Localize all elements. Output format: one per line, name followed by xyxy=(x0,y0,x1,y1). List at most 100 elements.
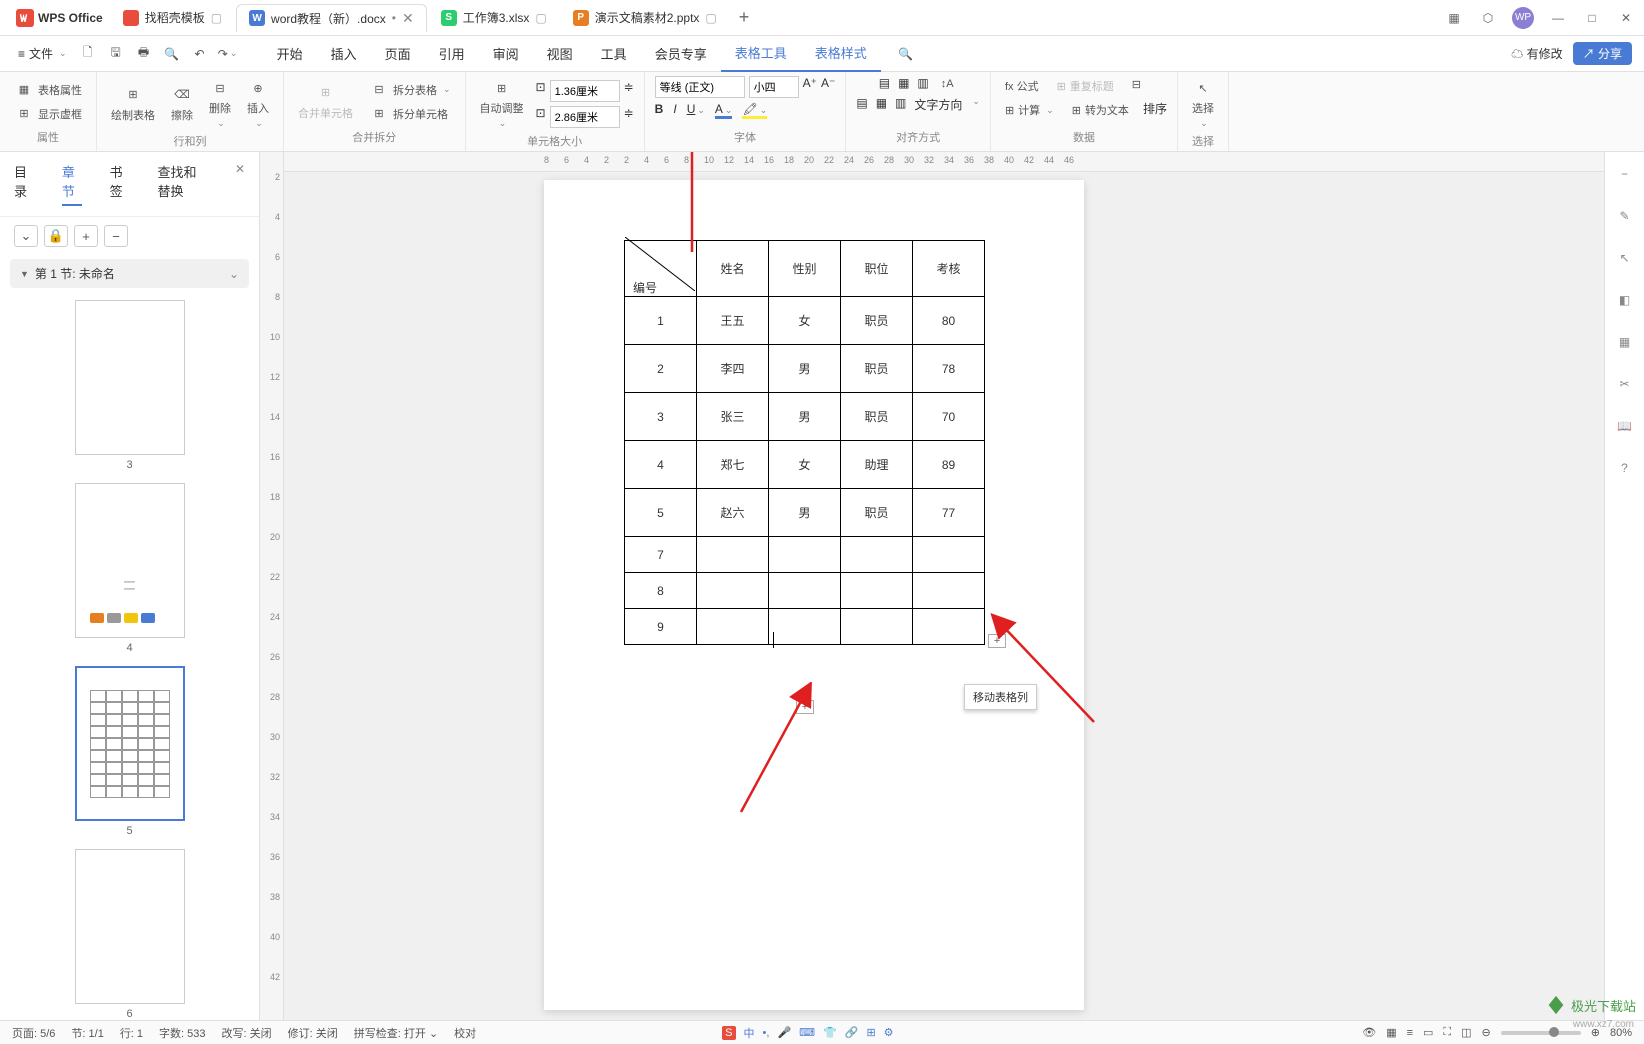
nav-close-button[interactable]: ✕ xyxy=(235,162,245,206)
table-cell[interactable] xyxy=(697,537,769,573)
table-cell[interactable]: 女 xyxy=(769,297,841,345)
draw-table-button[interactable]: ⊞绘制表格 xyxy=(107,83,159,125)
search-icon[interactable]: 🔍 xyxy=(893,41,919,67)
menu-页面[interactable]: 页面 xyxy=(371,36,425,72)
view-print-icon[interactable]: ▦ xyxy=(1386,1026,1396,1039)
view-split-icon[interactable]: ◫ xyxy=(1461,1026,1471,1039)
rail-help-icon[interactable]: ? xyxy=(1615,458,1635,478)
document-tab[interactable]: P演示文稿素材2.pptx▢ xyxy=(561,4,729,32)
table-cell[interactable]: 8 xyxy=(625,573,697,609)
table-cell[interactable]: 助理 xyxy=(841,441,913,489)
menu-工具[interactable]: 工具 xyxy=(587,36,641,72)
font-family-input[interactable] xyxy=(655,76,745,98)
view-read-icon[interactable]: 👁 xyxy=(1362,1026,1376,1039)
tab-window-icon[interactable]: ▢ xyxy=(705,11,716,25)
table-cell[interactable]: 职员 xyxy=(841,393,913,441)
thumbnail[interactable]: 3 xyxy=(0,300,259,471)
add-column-button[interactable]: + xyxy=(988,634,1006,648)
ime-cn-icon[interactable]: 中 xyxy=(744,1025,755,1041)
ime-mic-icon[interactable]: 🎤 xyxy=(777,1026,791,1039)
table-header-cell[interactable]: 编号 xyxy=(625,241,697,297)
bold-button[interactable]: B xyxy=(655,102,664,119)
zoom-slider[interactable] xyxy=(1501,1031,1581,1035)
table-cell[interactable]: 9 xyxy=(625,609,697,645)
table-cell[interactable] xyxy=(697,609,769,645)
status-page[interactable]: 页面: 5/6 xyxy=(12,1025,55,1041)
align-bl-icon[interactable]: ▤ xyxy=(856,96,867,113)
align-br-icon[interactable]: ▥ xyxy=(895,96,906,113)
table-cell[interactable]: 89 xyxy=(913,441,985,489)
italic-button[interactable]: I xyxy=(673,102,676,119)
font-color-button[interactable]: A⌄ xyxy=(715,102,733,119)
split-table-button[interactable]: ⊟拆分表格⌄ xyxy=(365,78,455,102)
table-properties-button[interactable]: ▦表格属性 xyxy=(10,78,86,102)
table-cell[interactable] xyxy=(913,609,985,645)
table-header-cell[interactable]: 考核 xyxy=(913,241,985,297)
preview-icon[interactable]: 🔍 xyxy=(159,41,185,67)
table-cell[interactable]: 职员 xyxy=(841,489,913,537)
align-tc-icon[interactable]: ▦ xyxy=(898,76,909,92)
nav-section[interactable]: 第 1 节: 未命名 xyxy=(10,259,249,288)
increase-font-icon[interactable]: A⁺ xyxy=(803,76,817,98)
document-tab[interactable]: 找稻壳模板▢ xyxy=(111,4,234,32)
decrease-font-icon[interactable]: A⁻ xyxy=(821,76,835,98)
grid-icon[interactable]: ▦ xyxy=(1444,8,1464,28)
table-cell[interactable] xyxy=(913,537,985,573)
nav-tab-查找和替换[interactable]: 查找和替换 xyxy=(157,162,207,206)
avatar[interactable]: WP xyxy=(1512,7,1534,29)
save-icon[interactable]: 🖫 xyxy=(103,41,129,67)
table-cell[interactable]: 78 xyxy=(913,345,985,393)
ime-shirt-icon[interactable]: 👕 xyxy=(823,1026,837,1039)
document-table[interactable]: 编号姓名性别职位考核1王五女职员802李四男职员783张三男职员704郑七女助理… xyxy=(624,240,985,645)
align-bc-icon[interactable]: ▦ xyxy=(876,96,887,113)
view-outline-icon[interactable]: ≡ xyxy=(1407,1027,1413,1039)
table-cell[interactable]: 4 xyxy=(625,441,697,489)
menu-表格样式[interactable]: 表格样式 xyxy=(801,36,881,72)
tab-window-icon[interactable]: ▢ xyxy=(535,11,546,25)
document-tab[interactable]: S工作簿3.xlsx▢ xyxy=(429,4,559,32)
menu-表格工具[interactable]: 表格工具 xyxy=(721,36,801,72)
cube-icon[interactable]: ⬡ xyxy=(1478,8,1498,28)
table-cell[interactable]: 女 xyxy=(769,441,841,489)
redo-icon[interactable]: ↷⌄ xyxy=(215,41,241,67)
ime-gear-icon[interactable]: ⚙ xyxy=(884,1026,894,1039)
ime-grid-icon[interactable]: ⊞ xyxy=(866,1026,875,1039)
table-header-cell[interactable]: 姓名 xyxy=(697,241,769,297)
underline-button[interactable]: U⌄ xyxy=(687,102,705,119)
menu-开始[interactable]: 开始 xyxy=(263,36,317,72)
rail-pen-icon[interactable]: ✎ xyxy=(1615,206,1635,226)
text-direction-button[interactable]: ↕A xyxy=(937,76,958,92)
col-width-input[interactable] xyxy=(550,106,620,128)
table-cell[interactable]: 职员 xyxy=(841,297,913,345)
add-row-button[interactable]: + xyxy=(796,700,814,714)
table-cell[interactable]: 郑七 xyxy=(697,441,769,489)
table-cell[interactable]: 70 xyxy=(913,393,985,441)
formula-button[interactable]: fx 公式 xyxy=(1001,76,1043,96)
table-cell[interactable]: 80 xyxy=(913,297,985,345)
merge-cells-button[interactable]: ⊞合并单元格 xyxy=(294,81,357,123)
rail-book-icon[interactable]: 📖 xyxy=(1615,416,1635,436)
nav-collapse-button[interactable]: ⌄ xyxy=(14,225,38,247)
status-proof[interactable]: 校对 xyxy=(454,1025,476,1041)
table-cell[interactable] xyxy=(913,573,985,609)
table-cell[interactable]: 王五 xyxy=(697,297,769,345)
rail-cursor-icon[interactable]: ↖ xyxy=(1615,248,1635,268)
nav-add-button[interactable]: + xyxy=(74,225,98,247)
status-words[interactable]: 字数: 533 xyxy=(159,1025,205,1041)
to-text-button[interactable]: ⊞ 转为文本 xyxy=(1068,100,1133,120)
rail-shapes-icon[interactable]: ▦ xyxy=(1615,332,1635,352)
table-cell[interactable]: 5 xyxy=(625,489,697,537)
nav-remove-button[interactable]: − xyxy=(104,225,128,247)
select-button[interactable]: ↖选择⌄ xyxy=(1188,76,1218,131)
table-header-cell[interactable]: 性别 xyxy=(769,241,841,297)
menu-会员专享[interactable]: 会员专享 xyxy=(641,36,721,72)
row-height-input[interactable] xyxy=(550,80,620,102)
table-cell[interactable]: 男 xyxy=(769,489,841,537)
table-cell[interactable]: 3 xyxy=(625,393,697,441)
table-cell[interactable]: 李四 xyxy=(697,345,769,393)
table-cell[interactable] xyxy=(769,537,841,573)
file-menu[interactable]: ≡文件⌄ xyxy=(12,45,73,62)
table-cell[interactable]: 77 xyxy=(913,489,985,537)
maximize-button[interactable]: □ xyxy=(1582,8,1602,28)
minimize-button[interactable]: — xyxy=(1548,8,1568,28)
